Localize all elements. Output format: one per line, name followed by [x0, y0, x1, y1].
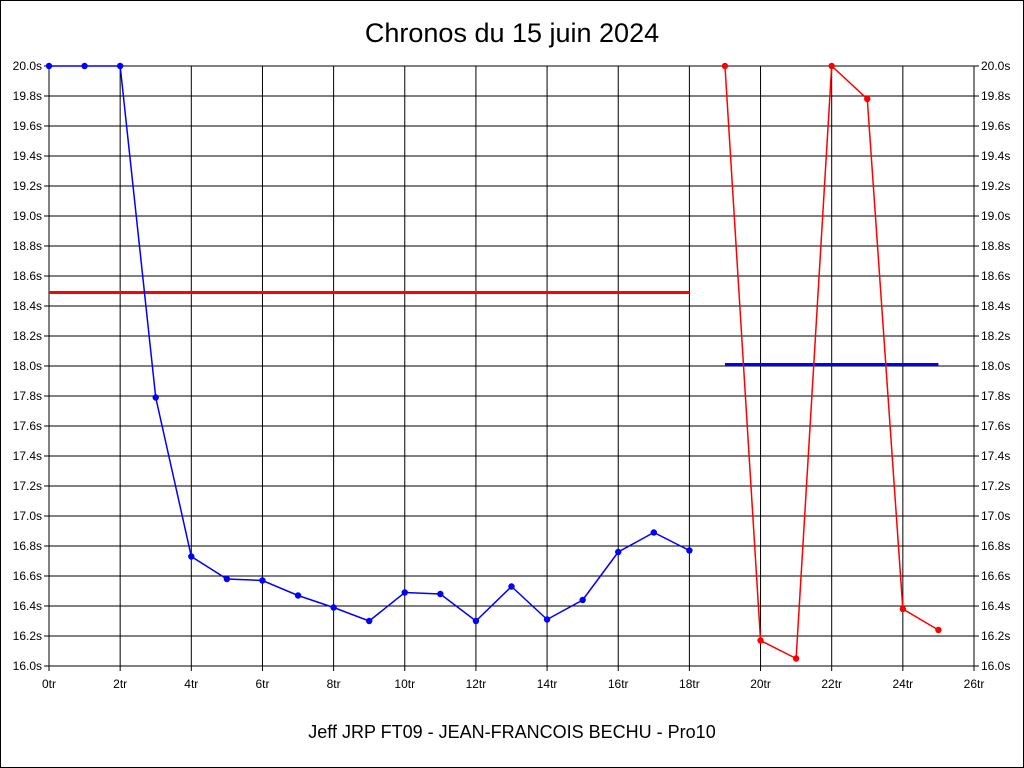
- data-point: [935, 626, 942, 634]
- y-tick-label-left: 17.6s: [13, 419, 42, 433]
- x-tick-label: 0tr: [42, 677, 56, 691]
- y-tick-label-right: 19.8s: [981, 89, 1010, 103]
- data-point: [828, 62, 835, 70]
- data-point: [472, 617, 480, 625]
- data-point: [188, 553, 195, 560]
- x-tick-label: 26tr: [964, 677, 985, 691]
- y-tick-label-right: 20.0s: [981, 59, 1010, 73]
- data-point: [543, 616, 551, 623]
- data-point: [223, 575, 231, 583]
- data-point: [615, 548, 622, 556]
- y-tick-label-left: 19.6s: [13, 119, 42, 133]
- y-tick-label-right: 17.8s: [981, 389, 1010, 403]
- y-tick-label-left: 19.4s: [13, 149, 42, 163]
- y-tick-label-left: 18.8s: [13, 239, 42, 253]
- x-tick-label: 10tr: [394, 677, 415, 691]
- data-point: [45, 62, 53, 70]
- y-tick-label-left: 20.0s: [13, 59, 42, 73]
- y-tick-label-left: 19.2s: [13, 179, 42, 193]
- chart-title: Chronos du 15 juin 2024: [364, 18, 660, 48]
- x-tick-label: 22tr: [821, 677, 842, 691]
- x-tick-label: 16tr: [608, 677, 629, 691]
- x-tick-label: 14tr: [537, 677, 558, 691]
- y-tick-label-right: 18.0s: [981, 359, 1010, 373]
- data-point: [116, 62, 124, 70]
- data-point: [686, 547, 693, 554]
- y-tick-label-right: 16.2s: [981, 629, 1010, 643]
- x-tick-label: 2tr: [113, 677, 127, 691]
- chart-subtitle: Jeff JRP FT09 - JEAN-FRANCOIS BECHU - Pr…: [308, 722, 716, 742]
- data-point: [259, 577, 266, 584]
- data-point: [437, 590, 444, 598]
- y-tick-label-left: 17.4s: [13, 449, 42, 463]
- data-point: [330, 604, 337, 611]
- y-tick-label-left: 18.2s: [13, 329, 42, 343]
- y-tick-label-right: 16.8s: [981, 539, 1010, 553]
- y-tick-label-right: 16.0s: [981, 659, 1010, 673]
- y-tick-label-left: 19.0s: [13, 209, 42, 223]
- data-point: [650, 529, 658, 536]
- x-tick-label: 6tr: [255, 677, 269, 691]
- data-point: [579, 596, 586, 604]
- y-tick-label-left: 18.4s: [13, 299, 42, 313]
- y-tick-label-left: 16.0s: [13, 659, 42, 673]
- y-tick-label-right: 18.2s: [981, 329, 1010, 343]
- data-point: [721, 62, 729, 70]
- x-tick-label: 4tr: [184, 677, 198, 691]
- data-point: [365, 617, 373, 625]
- y-tick-label-right: 19.6s: [981, 119, 1010, 133]
- data-point: [152, 394, 159, 401]
- x-tick-label: 8tr: [327, 677, 341, 691]
- data-point: [508, 583, 515, 590]
- y-tick-label-right: 17.0s: [981, 509, 1010, 523]
- data-point: [864, 95, 871, 103]
- data-point: [401, 589, 408, 596]
- y-tick-label-right: 16.4s: [981, 599, 1010, 613]
- y-tick-label-right: 18.6s: [981, 269, 1010, 283]
- y-tick-label-left: 17.8s: [13, 389, 42, 403]
- x-tick-label: 12tr: [466, 677, 487, 691]
- data-point: [899, 605, 907, 613]
- y-tick-label-right: 19.0s: [981, 209, 1010, 223]
- y-tick-label-left: 18.6s: [13, 269, 42, 283]
- data-point: [81, 62, 88, 70]
- y-tick-label-right: 19.2s: [981, 179, 1010, 193]
- y-tick-label-left: 17.2s: [13, 479, 42, 493]
- y-tick-label-left: 19.8s: [13, 89, 42, 103]
- y-tick-label-left: 16.4s: [13, 599, 42, 613]
- x-tick-label: 24tr: [893, 677, 914, 691]
- y-tick-label-left: 16.2s: [13, 629, 42, 643]
- data-point: [792, 655, 800, 662]
- y-tick-label-right: 19.4s: [981, 149, 1010, 163]
- y-tick-label-right: 17.2s: [981, 479, 1010, 493]
- plot-border: [48, 65, 975, 667]
- y-tick-label-left: 18.0s: [13, 359, 42, 373]
- series-line: [49, 65, 690, 622]
- x-tick-label: 18tr: [679, 677, 700, 691]
- data-point: [294, 592, 302, 599]
- y-tick-label-right: 18.4s: [981, 299, 1010, 313]
- y-tick-label-left: 17.0s: [13, 509, 42, 523]
- y-tick-label-right: 17.4s: [981, 449, 1010, 463]
- y-tick-label-right: 18.8s: [981, 239, 1010, 253]
- x-tick-label: 20tr: [750, 677, 771, 691]
- y-tick-label-left: 16.6s: [13, 569, 42, 583]
- y-tick-label-left: 16.8s: [13, 539, 42, 553]
- y-tick-label-right: 16.6s: [981, 569, 1010, 583]
- y-tick-label-right: 17.6s: [981, 419, 1010, 433]
- data-point: [757, 637, 764, 644]
